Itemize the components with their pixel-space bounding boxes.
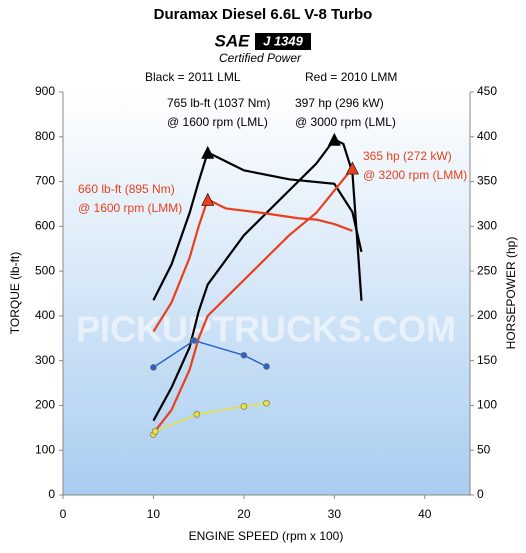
y2-axis-title: HORSEPOWER (hp) <box>504 237 518 350</box>
logo-caption: Certified Power <box>219 51 302 65</box>
y-tick-label: 400 <box>35 308 55 322</box>
y-tick-label: 900 <box>35 84 55 98</box>
point <box>151 428 159 435</box>
annotation: 397 hp (296 kW) <box>295 96 384 110</box>
annotation: @ 3200 rpm (LMM) <box>363 168 467 182</box>
x-tick-label: 10 <box>147 507 161 521</box>
subtitle: Black = 2011 LML <box>145 70 241 84</box>
plot-area <box>63 92 470 495</box>
logo-brand: SAE <box>215 31 251 50</box>
peak-marker <box>201 192 215 206</box>
y2-tick-label: 350 <box>477 174 497 188</box>
peak-marker <box>201 145 215 159</box>
peak-marker <box>327 132 341 146</box>
y2-tick-label: 0 <box>477 487 484 501</box>
subtitle: Red = 2010 LMM <box>305 70 397 84</box>
y2-tick-label: 150 <box>477 353 497 367</box>
point <box>190 337 198 344</box>
y-tick-label: 300 <box>35 353 55 367</box>
point <box>263 363 270 370</box>
y2-tick-label: 50 <box>477 442 491 456</box>
logo-code: J 1349 <box>263 33 304 48</box>
series-line <box>152 150 363 301</box>
y2-tick-label: 250 <box>477 263 497 277</box>
y-tick-label: 500 <box>35 263 55 277</box>
y-tick-label: 600 <box>35 219 55 233</box>
series-line <box>153 339 267 369</box>
y2-tick-label: 400 <box>477 129 497 143</box>
annotation: 660 lb-ft (895 Nm) <box>78 182 175 196</box>
y-tick-label: 700 <box>35 174 55 188</box>
x-tick-label: 0 <box>60 507 67 521</box>
annotation: @ 1600 rpm (LML) <box>167 115 268 129</box>
logo-box <box>255 33 311 50</box>
series-line <box>152 167 354 434</box>
x-tick-label: 30 <box>328 507 342 521</box>
point <box>240 402 248 410</box>
x-axis-title: ENGINE SPEED (rpm x 100) <box>189 529 344 543</box>
annotation: @ 1600 rpm (LMM) <box>78 201 182 215</box>
y-tick-label: 800 <box>35 129 55 143</box>
y2-tick-label: 200 <box>477 308 497 322</box>
y2-tick-label: 300 <box>477 219 497 233</box>
y-axis-title: TORQUE (lb-ft) <box>8 252 22 334</box>
watermark: PICKUPTRUCKS.COM <box>76 309 456 350</box>
chart-title: Duramax Diesel 6.6L V-8 Turbo <box>154 6 373 23</box>
y-tick-label: 0 <box>48 487 55 501</box>
point <box>150 364 157 371</box>
peak-marker <box>345 161 359 175</box>
y2-tick-label: 100 <box>477 398 497 412</box>
annotation: 365 hp (272 kW) <box>363 149 452 163</box>
point <box>193 411 201 418</box>
point <box>240 351 248 359</box>
point <box>263 399 270 407</box>
annotation: 765 lb-ft (1037 Nm) <box>167 96 270 110</box>
series-line <box>152 197 353 333</box>
y2-tick-label: 450 <box>477 84 497 98</box>
x-tick-label: 20 <box>237 507 251 521</box>
x-tick-label: 40 <box>418 507 432 521</box>
annotation: @ 3000 rpm (LML) <box>295 115 396 129</box>
y-tick-label: 100 <box>35 442 55 456</box>
y-tick-label: 200 <box>35 398 55 412</box>
